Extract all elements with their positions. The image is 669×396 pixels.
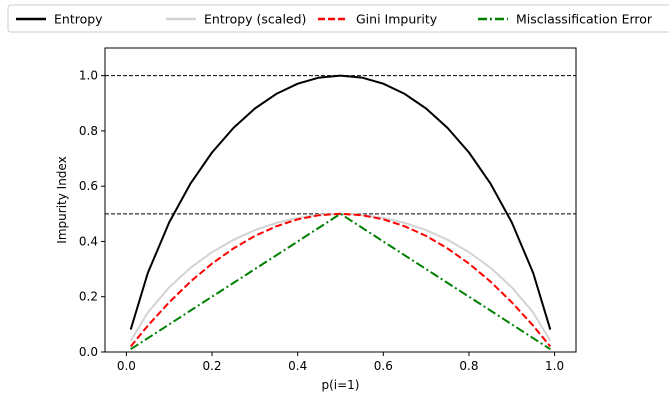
x-tick-label-4: 0.8 (459, 359, 478, 373)
x-tick-label-5: 1.0 (545, 359, 564, 373)
plot-frame (104, 47, 577, 353)
x-tick-label-2: 0.4 (288, 359, 307, 373)
series-line-0 (129, 74, 552, 330)
y-tick-label-3: 0.6 (79, 179, 98, 193)
y-tick-label-0: 0.0 (79, 345, 98, 359)
legend-label-2: Gini Impurity (356, 12, 438, 27)
y-tick-label-2: 0.4 (79, 234, 98, 248)
y-tick-label-5: 1.0 (79, 69, 98, 83)
x-tick-label-0: 0.0 (117, 359, 136, 373)
legend-label-3: Misclassification Error (516, 12, 653, 27)
legend: Entropy Entropy (scaled) Gini Impurity Misc… (7, 4, 669, 33)
y-axis-label: Impurity Index (55, 156, 69, 243)
y-tick-label-1: 0.2 (79, 290, 98, 304)
x-axis-label: p(i=1) (321, 378, 359, 392)
legend-label-0: Entropy (54, 12, 103, 27)
legend-label-1: Entropy (scaled) (204, 12, 306, 27)
y-tick-label-4: 0.8 (79, 124, 98, 138)
series-line-2 (129, 212, 552, 348)
x-tick-label-1: 0.2 (202, 359, 221, 373)
x-tick-label-3: 0.6 (374, 359, 393, 373)
